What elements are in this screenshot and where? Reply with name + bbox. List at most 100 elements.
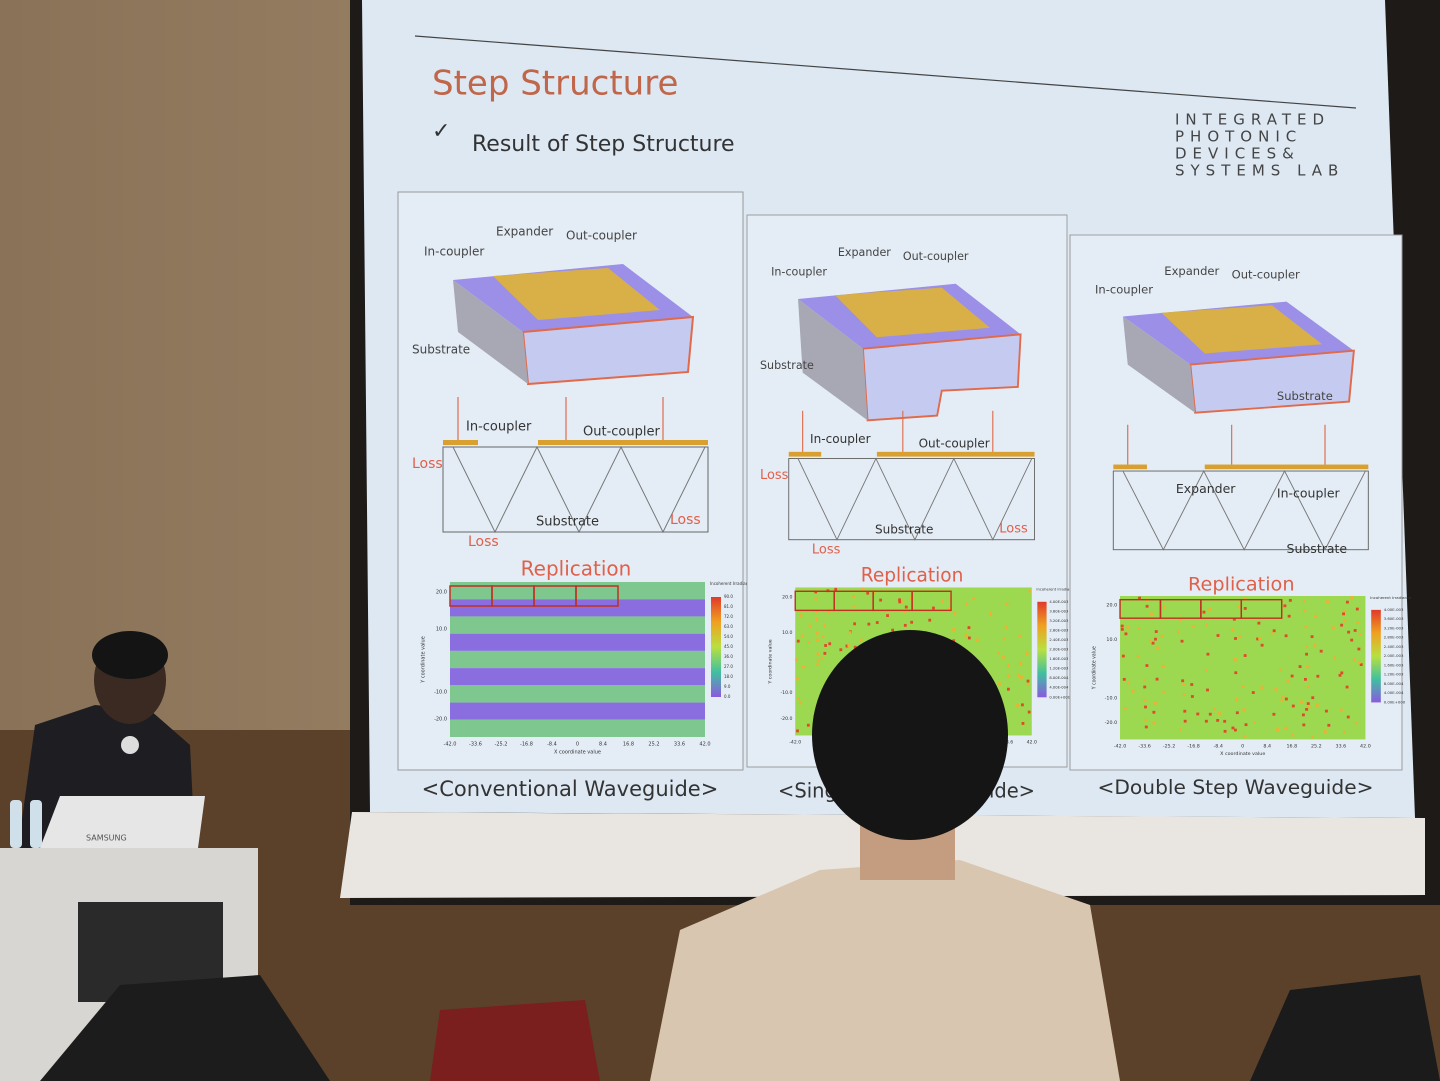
x-tick-label: 0 xyxy=(576,742,579,748)
heatmap-speck xyxy=(807,641,811,644)
x-tick-label: -42.0 xyxy=(1114,743,1126,749)
backpack xyxy=(40,975,330,1081)
heatmap-speck xyxy=(1287,614,1291,618)
heatmap-speck xyxy=(1244,723,1248,727)
y-tick-label: 20.0 xyxy=(436,590,447,596)
coupler-bar xyxy=(876,451,1035,457)
heatmap-speck xyxy=(1314,614,1317,618)
y-axis-label: Y coordinate value xyxy=(421,636,427,684)
side-label: Out-coupler xyxy=(583,425,660,440)
cross-section xyxy=(788,458,1036,541)
heatmap-speck xyxy=(1182,683,1186,686)
heatmap-stripe xyxy=(450,668,705,686)
colorbar-tick: 63.0 xyxy=(724,624,733,629)
panel: Expander Out-coupler In-coupler Substrate In… xyxy=(397,191,753,801)
heatmap-speck xyxy=(1231,628,1235,632)
check-mark: ✓ xyxy=(432,119,450,144)
heatmap-speck xyxy=(1238,635,1242,639)
heatmap-speck xyxy=(1019,662,1023,665)
heatmap-speck xyxy=(1243,734,1247,738)
colorbar-tick: 8.00E-004 xyxy=(1384,682,1404,686)
heatmap-stripe xyxy=(450,702,705,720)
heatmap-speck xyxy=(1231,726,1235,730)
heatmap-speck xyxy=(1279,668,1283,672)
heatmap-speck xyxy=(1319,649,1323,653)
heatmap-speck xyxy=(1339,708,1343,712)
x-tick-label: 33.6 xyxy=(1003,740,1013,746)
heatmap-speck xyxy=(1306,702,1310,705)
presenter-hair xyxy=(92,631,168,679)
heatmap-speck xyxy=(972,597,975,601)
people: SAMSUNG xyxy=(0,630,1440,1081)
heatmap-speck xyxy=(1021,722,1025,725)
heatmap-speck xyxy=(816,662,820,666)
heatmap-speck xyxy=(1121,654,1125,658)
heatmap-speck xyxy=(1288,598,1292,602)
label: Substrate xyxy=(1277,389,1333,403)
side-label: Loss xyxy=(999,521,1028,536)
colorbar-tick: 1.20E-003 xyxy=(1384,673,1404,677)
heatmap-speck xyxy=(1016,703,1020,707)
heatmap-speck xyxy=(796,639,800,643)
heatmap-speck xyxy=(1260,643,1264,647)
label: In-coupler xyxy=(771,265,827,278)
heatmap-speck xyxy=(852,594,855,598)
heatmap-speck xyxy=(1179,728,1182,732)
panel: Expander Out-coupler In-coupler Substrate In… xyxy=(746,214,1077,802)
colorbar-tick: 4.00E-003 xyxy=(1049,600,1069,604)
heatmap-speck xyxy=(1191,624,1195,628)
heatmap-speck xyxy=(1291,733,1295,737)
heatmap-speck xyxy=(815,618,819,621)
heatmap-speck xyxy=(872,591,876,595)
heatmap-speck xyxy=(1276,728,1279,731)
heatmap-speck xyxy=(815,611,818,615)
heatmap-speck xyxy=(1122,677,1126,681)
heatmap-speck xyxy=(1342,612,1345,616)
colorbar xyxy=(1371,609,1381,703)
heatmap-speck xyxy=(1145,604,1149,608)
heatmap-speck xyxy=(1342,609,1346,613)
colorbar-tick: 90.0 xyxy=(724,594,733,599)
heatmap-speck xyxy=(903,610,907,614)
heatmap xyxy=(1120,595,1366,740)
heatmap-speck xyxy=(1235,711,1239,715)
colorbar-tick: 36.0 xyxy=(724,654,733,659)
heatmap-speck xyxy=(1272,712,1276,716)
colorbar-tick: 2.40E-003 xyxy=(1384,645,1404,649)
heatmap-speck xyxy=(827,611,830,615)
x-tick-label: -33.6 xyxy=(469,742,482,748)
x-tick-label: -33.6 xyxy=(1138,743,1150,749)
heatmap-stripe xyxy=(450,616,705,634)
coupler-bar xyxy=(538,440,708,445)
x-tick-label: 33.6 xyxy=(674,742,685,748)
panel-caption: <Double Step Waveguide> xyxy=(1097,776,1373,799)
replica-box xyxy=(911,590,952,612)
heatmap-speck xyxy=(1358,633,1362,637)
heatmap-speck xyxy=(1235,698,1239,701)
replication-label: Replication xyxy=(521,557,632,581)
logo-line: PHOTONIC xyxy=(1175,128,1302,146)
coupler-bar xyxy=(443,440,478,445)
heatmap-speck xyxy=(1162,605,1166,609)
heatmap-speck xyxy=(1284,634,1288,638)
heatmap-speck xyxy=(1206,652,1210,656)
heatmap-speck xyxy=(1002,637,1006,641)
heatmap-speck xyxy=(796,729,799,733)
heatmap-speck xyxy=(852,605,856,609)
heatmap-speck xyxy=(1216,634,1220,637)
side-label: In-coupler xyxy=(1277,487,1341,501)
heatmap-stripe xyxy=(450,633,705,651)
laptop xyxy=(40,796,205,848)
audience-shirt xyxy=(650,860,1120,1081)
heatmap-speck xyxy=(948,598,952,602)
side-label: Loss xyxy=(812,542,841,557)
heatmap-speck xyxy=(1217,711,1221,715)
y-axis-label: Y coordinate value xyxy=(768,639,774,684)
colorbar-tick: 27.0 xyxy=(724,664,733,669)
chair xyxy=(430,1000,600,1081)
heatmap-speck xyxy=(839,648,843,652)
heatmap-speck xyxy=(1324,709,1328,713)
panels: Expander Out-coupler In-coupler Substrate In… xyxy=(397,191,1412,802)
label: Out-coupler xyxy=(566,229,637,243)
